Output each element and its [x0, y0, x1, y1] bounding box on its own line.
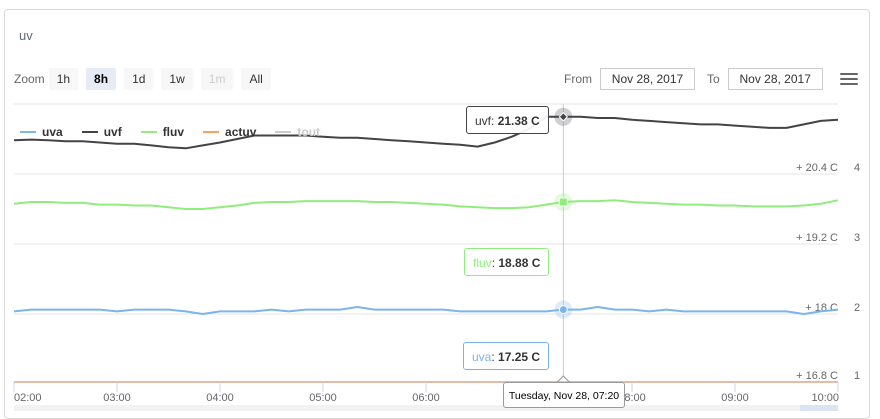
- legend: uva uvf fluv actuv tout: [20, 125, 339, 139]
- series-line-fluv: [13, 199, 839, 210]
- legend-swatch-tout: [275, 131, 292, 133]
- y-axis-unit-label: + 19.2 C: [796, 232, 838, 244]
- series-line-uva: [13, 306, 839, 315]
- legend-swatch-actuv: [203, 131, 220, 133]
- y-axis-label: 2: [854, 302, 860, 314]
- x-tick-label: 06:00: [412, 392, 440, 404]
- legend-label-actuv: actuv: [225, 125, 257, 139]
- tooltip-uva: uva: 17.25 C: [463, 342, 550, 370]
- y-axis-label: 3: [854, 232, 860, 244]
- legend-label-uva: uva: [42, 125, 63, 139]
- x-tick-label: 09:00: [721, 392, 749, 404]
- y-axis-unit-label: + 16.8 C: [796, 370, 838, 382]
- legend-swatch-uva: [20, 131, 36, 133]
- to-date-input[interactable]: Nov 28, 2017: [727, 68, 823, 90]
- legend-swatch-uvf: [81, 131, 98, 133]
- x-tick-label: 10:00: [811, 392, 839, 404]
- zoom-1d-button[interactable]: 1d: [124, 68, 154, 90]
- zoom-1m-button: 1m: [200, 68, 234, 90]
- zoom-label: Zoom: [14, 72, 45, 86]
- legend-item-actuv[interactable]: actuv: [203, 125, 256, 139]
- zoom-all-button[interactable]: All: [241, 68, 271, 90]
- y-axis-label: 1: [854, 370, 860, 382]
- tooltip-uvf: uvf: 21.38 C: [466, 106, 549, 134]
- date-range: From Nov 28, 2017 To Nov 28, 2017: [564, 68, 823, 90]
- legend-swatch-fluv: [140, 131, 157, 133]
- series-line-uvf: [13, 115, 839, 150]
- tooltip-fluv: fluv: 18.88 C: [464, 248, 550, 276]
- tooltip-uvf-name: uvf: [475, 114, 492, 128]
- navigator-handle[interactable]: [800, 405, 838, 411]
- hover-marker-fluv: [558, 197, 568, 207]
- tooltip-uva-name: uva: [472, 350, 492, 364]
- tooltip-fluv-value: 18.88 C: [498, 256, 541, 270]
- chart-title: uv: [19, 28, 33, 43]
- zoom-1h-button[interactable]: 1h: [48, 68, 79, 90]
- x-tick-label: 08:00: [618, 392, 646, 404]
- tooltip-uva-value: 17.25 C: [498, 350, 541, 364]
- legend-item-uvf[interactable]: uvf: [81, 125, 122, 139]
- x-axis: 02:0003:0004:0005:0006:0007:0008:0009:00…: [13, 381, 839, 411]
- legend-label-tout: tout: [297, 125, 321, 139]
- x-tick-label: 04:00: [206, 392, 234, 404]
- navigator-strip[interactable]: [14, 405, 838, 411]
- zoom-1w-button[interactable]: 1w: [161, 68, 193, 90]
- x-tick-label: 05:00: [309, 392, 337, 404]
- series-lines: [13, 115, 839, 383]
- to-label: To: [707, 72, 720, 86]
- x-tick-label: 02:00: [14, 392, 42, 404]
- tooltip-x: Tuesday, Nov 28, 07:20: [503, 382, 625, 408]
- legend-item-fluv[interactable]: fluv: [140, 125, 185, 139]
- legend-item-uva[interactable]: uva: [20, 125, 63, 139]
- hover-marker-uvf: [558, 112, 569, 122]
- zoom-8h-button[interactable]: 8h: [86, 68, 117, 90]
- y-axis-unit-label: + 20.4 C: [796, 162, 838, 174]
- hover-marker-uva: [558, 305, 568, 315]
- legend-label-fluv: fluv: [162, 125, 185, 139]
- legend-item-tout[interactable]: tout: [275, 125, 320, 139]
- x-tick-label: 03:00: [103, 392, 131, 404]
- from-date-input[interactable]: Nov 28, 2017: [600, 68, 695, 90]
- from-label: From: [564, 72, 592, 86]
- grid-lines: [14, 103, 838, 315]
- crosshair: [554, 104, 573, 383]
- legend-label-uvf: uvf: [103, 125, 122, 139]
- tooltip-uvf-value: 21.38 C: [497, 114, 540, 128]
- hamburger-icon[interactable]: [840, 73, 858, 87]
- tooltip-fluv-name: fluv: [473, 256, 492, 270]
- zoom-toolbar: Zoom 1h 8h 1d 1w 1m All: [14, 68, 279, 90]
- y-axis-label: 4: [854, 162, 860, 174]
